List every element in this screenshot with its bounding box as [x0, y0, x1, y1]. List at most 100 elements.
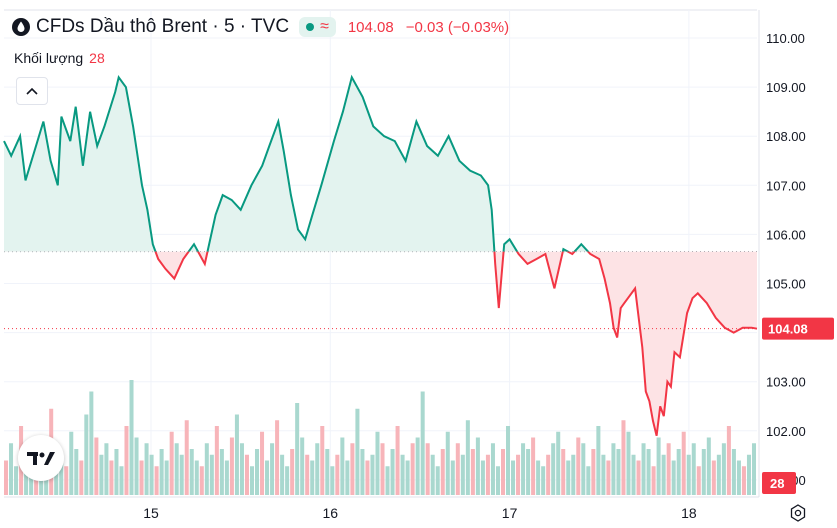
volume-bar	[415, 437, 420, 495]
volume-bar	[29, 472, 34, 495]
volume-bar	[69, 431, 74, 495]
volume-bar	[601, 454, 606, 495]
volume-bar	[164, 460, 169, 495]
volume-bar	[480, 460, 485, 495]
volume-bar	[731, 449, 736, 495]
volume-bar	[300, 437, 305, 495]
volume-bar	[154, 466, 159, 495]
tradingview-logo-icon[interactable]	[18, 435, 64, 481]
volume-bar	[315, 443, 320, 495]
volume-bar	[440, 449, 445, 495]
symbol-header[interactable]: CFDs Dầu thô Brent · 5 · TVC ≈ 104.08 −0…	[12, 14, 509, 40]
volume-bar	[99, 454, 104, 495]
last-price: 104.08	[347, 18, 394, 36]
market-status-pill[interactable]: ≈	[299, 17, 336, 37]
volume-bar	[4, 460, 9, 495]
volume-bar	[661, 454, 666, 495]
volume-bar	[184, 420, 189, 495]
x-tick-label: 17	[502, 505, 518, 521]
volume-bar	[390, 449, 395, 495]
volume-bar	[701, 449, 706, 495]
volume-bar	[721, 443, 726, 495]
volume-bar	[204, 443, 209, 495]
volume-bar	[14, 466, 19, 495]
collapse-legend-button[interactable]	[16, 77, 48, 105]
volume-bar	[335, 454, 340, 495]
volume-bar	[159, 449, 164, 495]
volume-bar	[631, 454, 636, 495]
volume-bar	[536, 460, 541, 495]
volume-bar	[395, 426, 400, 495]
y-tick-label: 108.00	[766, 129, 806, 144]
volume-bar	[616, 449, 621, 495]
volume-bar	[179, 454, 184, 495]
volume-bar	[460, 454, 465, 495]
price-change: −0.03 (−0.03%)	[405, 18, 510, 36]
volume-bar	[716, 454, 721, 495]
volume-bar	[706, 437, 711, 495]
volume-bar	[84, 414, 89, 495]
volume-bar	[234, 414, 239, 495]
wave-icon: ≈	[320, 18, 329, 35]
volume-bar	[526, 449, 531, 495]
volume-bar	[345, 460, 350, 495]
volume-bar	[229, 437, 234, 495]
volume-bar	[64, 466, 69, 495]
volume-bar	[139, 460, 144, 495]
volume-legend[interactable]: Khối lượng 28	[14, 50, 105, 66]
volume-bar	[691, 443, 696, 495]
volume-bar	[410, 443, 415, 495]
volume-bar	[741, 466, 746, 495]
volume-bar	[586, 466, 591, 495]
volume-bar	[591, 449, 596, 495]
volume-bar	[169, 431, 174, 495]
volume-bar	[641, 443, 646, 495]
volume-bar	[626, 431, 631, 495]
y-tick-label: 102.00	[766, 424, 806, 439]
volume-bar	[114, 449, 119, 495]
volume-bar	[325, 449, 330, 495]
symbol-title[interactable]: CFDs Dầu thô Brent · 5 · TVC	[36, 16, 290, 37]
volume-bar	[134, 437, 139, 495]
volume-bar	[214, 426, 219, 495]
volume-tag-label: 28	[770, 476, 784, 491]
volume-bar	[581, 443, 586, 495]
volume-bar	[490, 443, 495, 495]
y-tick-label: 106.00	[766, 227, 806, 242]
volume-bar	[350, 443, 355, 495]
volume-bar	[255, 449, 260, 495]
volume-bar	[445, 431, 450, 495]
volume-bar	[746, 454, 751, 495]
volume-bar	[239, 443, 244, 495]
volume-bar	[571, 454, 576, 495]
volume-bar	[365, 460, 370, 495]
volume-bar	[561, 449, 566, 495]
market-open-dot-icon	[306, 23, 315, 31]
volume-bar	[676, 449, 681, 495]
volume-bar	[736, 460, 741, 495]
volume-bar	[375, 431, 380, 495]
gear-icon[interactable]	[788, 503, 808, 523]
volume-bar	[475, 437, 480, 495]
volume-bar	[646, 449, 651, 495]
volume-bar	[219, 449, 224, 495]
y-tick-label: 105.00	[766, 277, 806, 292]
volume-bar	[129, 380, 134, 495]
volume-bar	[485, 454, 490, 495]
volume-bar	[556, 431, 561, 495]
area-fill-down	[155, 251, 757, 436]
volume-bar	[521, 443, 526, 495]
volume-bar	[671, 460, 676, 495]
volume-bar	[124, 426, 129, 495]
volume-bar	[465, 420, 470, 495]
volume-bar	[516, 454, 521, 495]
volume-bar	[109, 460, 114, 495]
x-tick-label: 18	[681, 505, 697, 521]
volume-bar	[666, 443, 671, 495]
volume-bar	[681, 431, 686, 495]
volume-bar	[320, 426, 325, 495]
volume-bar	[59, 454, 64, 495]
volume-bar	[621, 420, 626, 495]
volume-label: Khối lượng	[14, 50, 84, 66]
